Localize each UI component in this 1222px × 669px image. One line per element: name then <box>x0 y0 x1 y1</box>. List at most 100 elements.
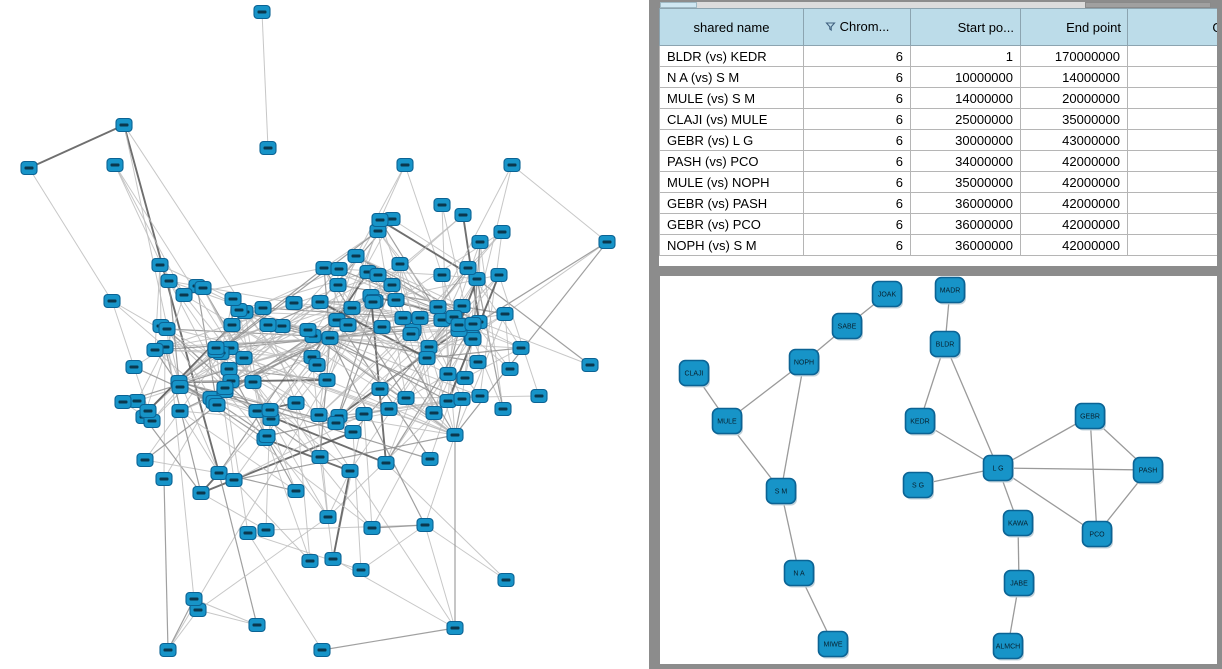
column-header-chrom-[interactable]: Chrom... <box>803 8 911 46</box>
network-node[interactable]: PASH <box>1132 456 1165 485</box>
network-node[interactable] <box>396 157 414 173</box>
table-row[interactable]: NOPH (vs) S M636000000420000009.9 <box>659 234 1217 256</box>
table-cell[interactable]: 192.0 <box>1127 45 1217 67</box>
network-node[interactable] <box>371 212 389 228</box>
table-row[interactable]: MULE (vs) NOPH6350000004200000010.5 <box>659 171 1217 193</box>
network-node[interactable]: S G <box>902 471 935 500</box>
network-node[interactable] <box>185 591 203 607</box>
network-node[interactable] <box>223 317 241 333</box>
table-cell[interactable]: 36000000 <box>910 192 1021 214</box>
network-node[interactable] <box>453 298 471 314</box>
network-node[interactable] <box>189 602 207 618</box>
table-row[interactable]: GEBR (vs) PCO636000000420000008.4 <box>659 213 1217 235</box>
network-node[interactable] <box>311 294 329 310</box>
table-row[interactable]: PASH (vs) PCO6340000004200000011.4 <box>659 150 1217 172</box>
network-node[interactable] <box>363 520 381 536</box>
network-node[interactable] <box>224 291 242 307</box>
column-header-shared-name[interactable]: shared name <box>659 8 804 46</box>
network-node[interactable] <box>225 472 243 488</box>
network-node[interactable] <box>327 415 345 431</box>
network-node[interactable]: ALMCH <box>992 632 1025 661</box>
network-node[interactable] <box>394 310 412 326</box>
network-node[interactable] <box>530 388 548 404</box>
table-cell[interactable]: GEBR (vs) PCO <box>659 213 804 235</box>
network-node[interactable] <box>439 366 457 382</box>
subnetwork-canvas[interactable]: JOAK SABE NOPH CLAJI MULE S M N A MIWE MADR BLDR K… <box>660 276 1217 664</box>
network-node[interactable] <box>210 465 228 481</box>
network-node[interactable] <box>464 331 482 347</box>
network-node[interactable] <box>158 321 176 337</box>
table-cell[interactable]: 10000000 <box>910 66 1021 88</box>
table-cell[interactable]: 42000000 <box>1020 234 1128 256</box>
table-cell[interactable]: 9.9 <box>1127 234 1217 256</box>
network-node[interactable] <box>220 361 238 377</box>
network-node[interactable] <box>287 483 305 499</box>
table-cell[interactable]: 170000000 <box>1020 45 1128 67</box>
network-node[interactable] <box>151 257 169 273</box>
network-node[interactable] <box>581 357 599 373</box>
table-cell[interactable]: 6 <box>803 66 911 88</box>
table-cell[interactable]: 1 <box>910 45 1021 67</box>
network-node[interactable] <box>456 370 474 386</box>
network-node[interactable]: MULE <box>711 407 744 436</box>
table-cell[interactable]: 35000000 <box>1020 108 1128 130</box>
network-node[interactable]: N A <box>783 559 816 588</box>
network-node[interactable] <box>453 391 471 407</box>
table-row[interactable]: N A (vs) S M610000000140000006.6 <box>659 66 1217 88</box>
network-node[interactable]: L G <box>982 454 1015 483</box>
table-cell[interactable]: GEBR (vs) L G <box>659 129 804 151</box>
network-node[interactable] <box>497 572 515 588</box>
network-node[interactable] <box>391 256 409 272</box>
column-header-end-point[interactable]: End point <box>1020 8 1128 46</box>
network-node[interactable] <box>310 407 328 423</box>
network-node[interactable] <box>261 402 279 418</box>
network-node[interactable] <box>364 294 382 310</box>
table-cell[interactable]: 35000000 <box>910 171 1021 193</box>
network-node[interactable]: KEDR <box>904 407 937 436</box>
filter-icon[interactable] <box>824 20 836 35</box>
table-cell[interactable]: 42000000 <box>1020 171 1128 193</box>
network-node[interactable] <box>343 300 361 316</box>
network-node[interactable] <box>446 620 464 636</box>
network-node[interactable]: GEBR <box>1074 402 1107 431</box>
column-header-genetic-[interactable]: Genetic... <box>1127 8 1217 46</box>
network-node[interactable] <box>321 330 339 346</box>
table-cell[interactable]: 6.6 <box>1127 66 1217 88</box>
table-cell[interactable]: 8.4 <box>1127 213 1217 235</box>
network-node[interactable]: MIWE <box>817 630 850 659</box>
network-node[interactable] <box>355 406 373 422</box>
network-node[interactable]: PCO <box>1081 520 1114 549</box>
network-node[interactable]: SABE <box>831 312 864 341</box>
network-node[interactable]: KAWA <box>1002 509 1035 538</box>
table-cell[interactable]: 14000000 <box>1020 66 1128 88</box>
network-node[interactable] <box>259 140 277 156</box>
table-cell[interactable]: 6 <box>803 171 911 193</box>
network-node[interactable] <box>160 273 178 289</box>
table-cell[interactable]: 10.5 <box>1127 171 1217 193</box>
network-node[interactable] <box>501 361 519 377</box>
table-cell[interactable]: 6 <box>803 45 911 67</box>
network-node[interactable] <box>114 394 132 410</box>
network-node[interactable] <box>171 403 189 419</box>
network-node[interactable] <box>159 642 177 658</box>
table-cell[interactable]: 14000000 <box>910 87 1021 109</box>
network-node[interactable] <box>324 551 342 567</box>
network-node[interactable] <box>103 293 121 309</box>
network-node[interactable] <box>429 299 447 315</box>
network-node[interactable] <box>464 316 482 332</box>
table-cell[interactable]: 16.9 <box>1127 129 1217 151</box>
network-node[interactable] <box>352 562 370 578</box>
network-node[interactable]: JABE <box>1003 569 1036 598</box>
table-cell[interactable]: 6 <box>803 192 911 214</box>
network-node[interactable] <box>387 292 405 308</box>
network-node[interactable] <box>496 306 514 322</box>
table-cell[interactable]: 42000000 <box>1020 213 1128 235</box>
column-header-start-po-[interactable]: Start po... <box>910 8 1021 46</box>
network-node[interactable] <box>139 403 157 419</box>
network-node[interactable] <box>175 287 193 303</box>
network-node[interactable] <box>192 485 210 501</box>
network-node[interactable] <box>146 342 164 358</box>
h-scrollbar-track[interactable] <box>697 2 1085 8</box>
table-cell[interactable]: 7.5 <box>1127 87 1217 109</box>
overview-network-panel[interactable] <box>0 0 649 669</box>
